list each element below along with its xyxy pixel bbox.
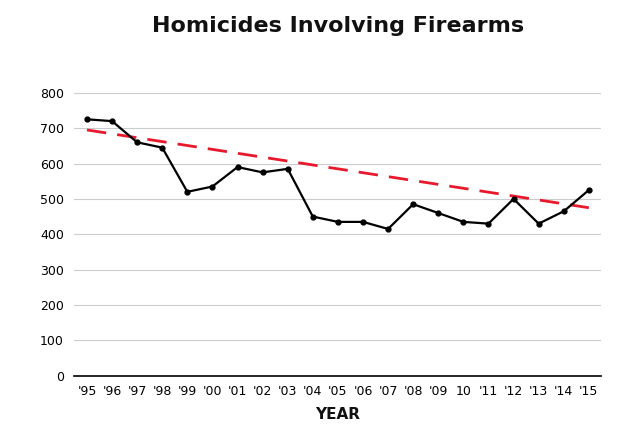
- Title: Homicides Involving Firearms: Homicides Involving Firearms: [152, 16, 524, 36]
- X-axis label: YEAR: YEAR: [316, 408, 360, 423]
